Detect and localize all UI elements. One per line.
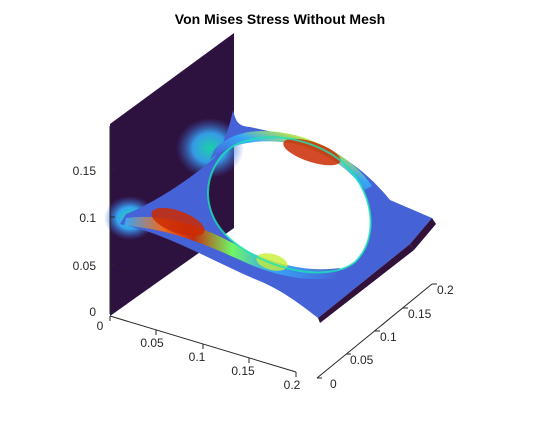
z-tick-0: 0 <box>89 305 96 319</box>
plate-edge-right <box>410 218 436 250</box>
y-tick-0: 0 <box>330 377 337 391</box>
y-tick-3: 0.15 <box>408 307 432 321</box>
x-tick-1: 0.05 <box>140 336 164 350</box>
x-axis: 0 0.05 0.1 0.15 0.2 <box>97 315 301 392</box>
y-tick-2: 0.1 <box>380 330 397 344</box>
z-axis: 0 0.05 0.1 0.15 <box>73 126 115 319</box>
y-axis: 0 0.05 0.1 0.15 0.2 <box>316 283 454 391</box>
hotspot-front <box>151 207 205 237</box>
z-tick-2: 0.1 <box>79 211 96 225</box>
plate-body <box>120 110 432 318</box>
x-tick-4: 0.2 <box>284 378 301 392</box>
z-tick-1: 0.05 <box>73 259 97 273</box>
x-tick-3: 0.15 <box>231 364 255 378</box>
plot-title: Von Mises Stress Without Mesh <box>174 11 386 27</box>
z-tick-3: 0.15 <box>73 164 97 178</box>
y-tick-4: 0.2 <box>437 283 454 297</box>
hole-edge <box>207 136 372 274</box>
y-tick-1: 0.05 <box>350 353 374 367</box>
x-tick-0: 0 <box>97 319 104 333</box>
hotspot-back <box>283 138 341 166</box>
plate-edge-front <box>318 244 414 323</box>
x-tick-2: 0.1 <box>189 350 206 364</box>
